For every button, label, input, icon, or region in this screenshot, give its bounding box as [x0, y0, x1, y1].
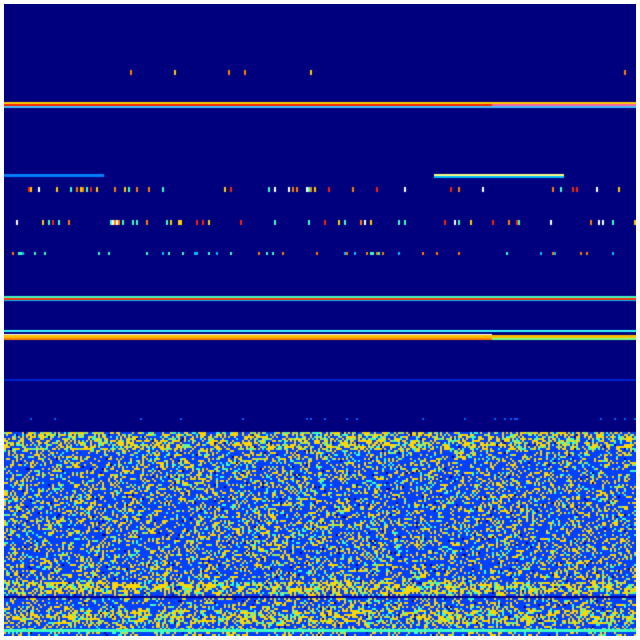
- heatmap-canvas: [4, 4, 636, 636]
